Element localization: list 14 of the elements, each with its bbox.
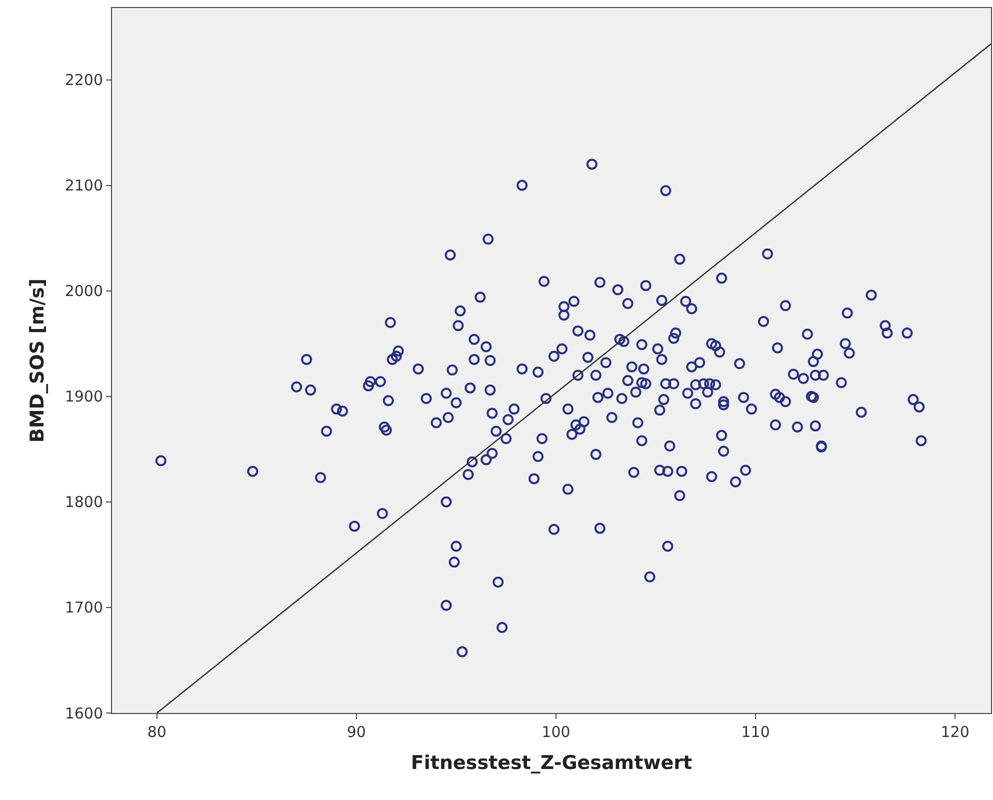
y-tick-label: 1600 xyxy=(64,704,103,722)
x-tick-label: 80 xyxy=(147,723,166,741)
y-tick-label: 2100 xyxy=(64,176,103,195)
y-tick-label: 1800 xyxy=(64,493,103,512)
y-tick-label: 2000 xyxy=(64,282,103,300)
y-tick-label: 2200 xyxy=(64,71,103,90)
x-tick-label: 100 xyxy=(542,723,570,741)
y-tick-label: 1700 xyxy=(64,598,103,617)
x-tick-label: 90 xyxy=(346,723,366,741)
x-tick-label: 110 xyxy=(741,723,770,741)
x-tick-label: 120 xyxy=(940,723,970,741)
y-axis-title: BMD_SOS [m/s] xyxy=(26,278,49,443)
x-axis-title: Fitnesstest_Z-Gesamtwert xyxy=(410,752,692,774)
y-tick-label: 1900 xyxy=(64,388,103,406)
